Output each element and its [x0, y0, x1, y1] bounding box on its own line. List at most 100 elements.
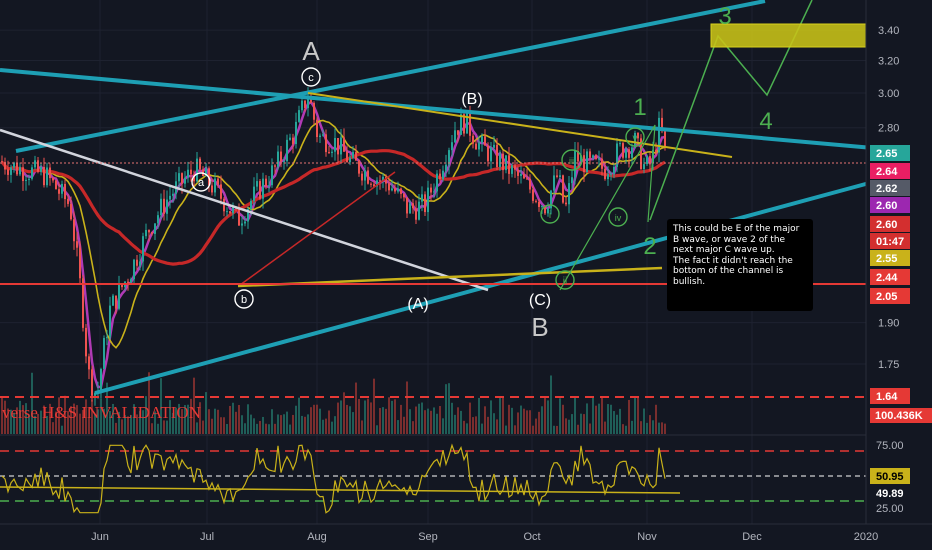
- candle-body-114: [343, 137, 345, 152]
- volume-bar-58: [175, 407, 177, 434]
- candle-body-215: [646, 156, 648, 165]
- time-tick-5: Nov: [637, 531, 657, 543]
- volume-bar-26: [79, 413, 81, 434]
- volume-bar-137: [412, 421, 414, 434]
- candle-body-221: [664, 131, 666, 148]
- volume-bar-31: [94, 413, 96, 434]
- annotation-note: This could be E of the major B wave, or …: [667, 219, 813, 311]
- volume-bar-5: [16, 407, 18, 434]
- volume-bar-158: [475, 416, 477, 434]
- volume-bar-45: [136, 414, 138, 434]
- candle-body-38: [115, 295, 117, 309]
- circle-b-ring: [234, 289, 254, 309]
- time-tick-labels: Jun Jul Aug Sep Oct Nov Dec 2020: [91, 531, 878, 543]
- volume-bar-153: [460, 410, 462, 434]
- volume-bar-166: [499, 397, 501, 434]
- volume-bar-85: [256, 423, 258, 434]
- volume-bar-108: [325, 418, 327, 434]
- volume-bar-71: [214, 408, 216, 434]
- candle-body-184: [553, 175, 555, 191]
- volume-bar-55: [166, 420, 168, 434]
- wave-label-B-minor: (B): [461, 91, 482, 108]
- candle-body-198: [595, 155, 597, 160]
- descending-resistance-line: [0, 68, 874, 150]
- candle-body-99: [298, 110, 300, 122]
- volume-bar-181: [544, 397, 546, 434]
- candle-body-70: [211, 185, 213, 193]
- candle-body-180: [541, 205, 543, 207]
- candle-body-61: [184, 177, 186, 184]
- candle-body-177: [532, 189, 534, 201]
- candle-body-144: [433, 191, 435, 193]
- candle-body-166: [499, 153, 501, 168]
- volume-bar-145: [436, 413, 438, 434]
- price-tags: 2.65 2.64 2.62 2.60 2.60 01:47 2.55 2.44 2.05 1.6…: [870, 145, 910, 404]
- price-tick-4: 1.90: [878, 318, 899, 330]
- volume-bar-28: [85, 399, 87, 434]
- candle-body-120: [361, 173, 363, 181]
- candle-body-145: [436, 173, 438, 192]
- volume-bar-27: [82, 410, 84, 434]
- volume-bar-173: [520, 405, 522, 434]
- volume-bar-125: [376, 425, 378, 434]
- volume-bar-221: [664, 423, 666, 434]
- candle-body-97: [292, 137, 294, 145]
- volume-bar-109: [328, 410, 330, 434]
- volume-bar-126: [379, 408, 381, 434]
- candle-body-104: [313, 102, 315, 120]
- candle-body-211: [634, 132, 636, 148]
- volume-bar-40: [121, 419, 123, 434]
- circle-iv-ring: [608, 207, 628, 227]
- volume-bar-107: [322, 419, 324, 434]
- osc-tag-box-0: [870, 468, 910, 484]
- candle-body-86: [259, 181, 261, 199]
- candle-body-204: [613, 166, 615, 174]
- candle-body-119: [358, 160, 360, 174]
- candle-body-22: [67, 199, 69, 204]
- price-axis: 3.403.203.002.801.901.75 2.652.642.622.6…: [865, 0, 932, 550]
- volume-bar-127: [382, 407, 384, 434]
- candle-body-205: [616, 143, 618, 167]
- time-tick-1: Jul: [200, 531, 214, 543]
- price-tick-5: 1.75: [878, 359, 899, 371]
- volume-bar-44: [133, 404, 135, 434]
- volume-bar-80: [241, 415, 243, 434]
- volume-bar-12: [37, 413, 39, 434]
- candle-body-37: [112, 295, 114, 306]
- volume-bar-148: [445, 384, 447, 434]
- circle-i-ring: [540, 204, 560, 224]
- candle-body-162: [487, 145, 489, 162]
- candle-body-186: [559, 175, 561, 177]
- volume-bar-97: [292, 414, 294, 434]
- candle-body-149: [448, 150, 450, 165]
- candle-body-197: [592, 155, 594, 158]
- candle-body-189: [568, 183, 570, 205]
- candle-body-96: [289, 137, 291, 140]
- volume-bar-134: [403, 416, 405, 434]
- candle-body-11: [34, 160, 36, 168]
- candle-body-164: [493, 144, 495, 148]
- volume-bar-91: [274, 423, 276, 434]
- time-axis: Jun Jul Aug Sep Oct Nov Dec 2020: [0, 523, 932, 543]
- volume-bar-21: [64, 395, 66, 434]
- volume-bar-73: [220, 417, 222, 434]
- volume-bar-175: [526, 410, 528, 434]
- candle-body-88: [265, 178, 267, 187]
- candle-body-57: [172, 193, 174, 196]
- volume-bar-118: [355, 382, 357, 434]
- volume-bar-24: [73, 403, 75, 434]
- candle-body-131: [394, 188, 396, 192]
- price-tag-box-3: [870, 197, 910, 213]
- red-ema: [0, 149, 666, 266]
- note-line-2: The fact it didn't reach the bottom of t…: [673, 255, 793, 287]
- price-tag-0: 2.65: [876, 148, 897, 160]
- volume-bar-219: [658, 422, 660, 434]
- volume-bars: [1, 372, 666, 434]
- volume-bar-98: [295, 405, 297, 434]
- volume-bar-7: [22, 405, 24, 434]
- candle-body-2: [7, 169, 9, 175]
- volume-bar-95: [286, 411, 288, 434]
- price-tag-7: 2.44: [876, 272, 898, 284]
- volume-bar-101: [304, 416, 306, 434]
- candle-body-118: [355, 151, 357, 161]
